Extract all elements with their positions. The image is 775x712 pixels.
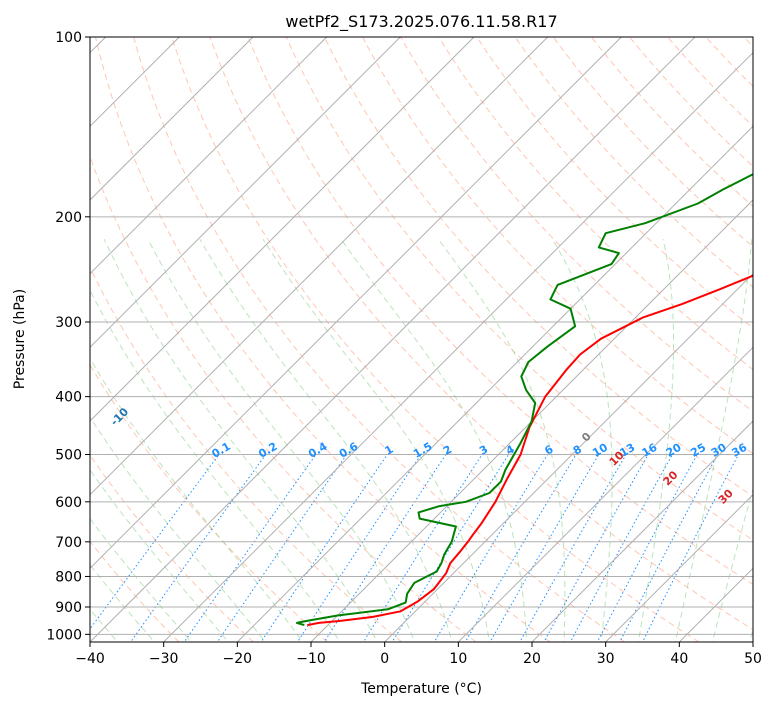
- x-tick-label: 10: [449, 651, 467, 667]
- y-tick-label: 1000: [46, 627, 82, 643]
- y-tick-label: 500: [55, 448, 82, 464]
- x-tick-label: 40: [670, 651, 688, 667]
- x-tick-label: 20: [523, 651, 541, 667]
- y-tick-label: 800: [55, 569, 82, 585]
- chart-title: wetPf2_S173.2025.076.11.58.R17: [285, 12, 557, 32]
- x-tick-label: 0: [380, 651, 389, 667]
- x-tick-label: −30: [149, 651, 179, 667]
- x-tick-label: −40: [75, 651, 105, 667]
- y-tick-label: 400: [55, 390, 82, 406]
- y-tick-label: 600: [55, 495, 82, 511]
- x-tick-label: −20: [223, 651, 253, 667]
- x-tick-label: 50: [744, 651, 762, 667]
- x-tick-label: 30: [597, 651, 615, 667]
- y-tick-label: 200: [55, 210, 82, 226]
- y-axis-label: Pressure (hPa): [12, 289, 28, 389]
- y-tick-label: 300: [55, 315, 82, 331]
- x-axis-label: Temperature (°C): [360, 681, 482, 697]
- x-tick-label: −10: [296, 651, 326, 667]
- y-tick-label: 900: [55, 600, 82, 616]
- y-tick-label: 700: [55, 535, 82, 551]
- y-tick-label: 100: [55, 30, 82, 46]
